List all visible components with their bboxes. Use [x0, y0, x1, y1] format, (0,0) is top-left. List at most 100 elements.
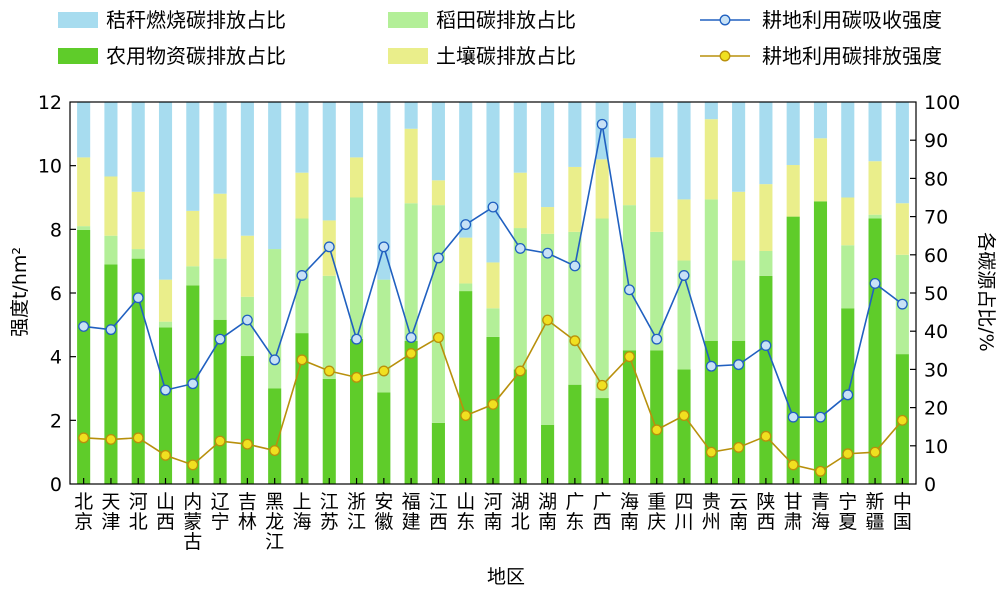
data-point [815, 411, 826, 423]
bar-segment [704, 199, 718, 341]
x-tick-label: 江苏 [320, 491, 339, 533]
bar-segment [77, 102, 91, 158]
legend-label: 耕地利用碳吸收强度 [762, 8, 942, 32]
bar-segment [677, 102, 691, 200]
bar-segment [186, 210, 200, 267]
bar-segment [568, 231, 582, 385]
data-point [842, 448, 854, 460]
bar-segment [759, 184, 773, 251]
y-axis-title-right: 各碳源占比/% [975, 232, 997, 351]
bar-segment [131, 102, 145, 192]
bar-segment [513, 369, 527, 484]
bar-segment [595, 159, 609, 219]
bar-segment [650, 102, 664, 158]
bar-segment [240, 235, 254, 297]
legend-marker [719, 14, 731, 26]
data-point [760, 340, 772, 351]
bar-segment [240, 102, 254, 236]
bar-segment [541, 424, 555, 484]
axes: 0 2 4 6 8 10 12 0 10 20 30 40 50 60 70 80 90 100 北京天津河北山西内… [38, 92, 960, 553]
data-point [351, 333, 362, 345]
legend-marker [719, 50, 731, 62]
x-tick-label: 内蒙古 [183, 491, 202, 553]
bar-segment [104, 176, 118, 236]
x-tick-label: 河南 [483, 491, 502, 533]
bar-segment [622, 350, 637, 484]
data-point [624, 284, 635, 296]
data-point [487, 201, 499, 213]
bar-segment [158, 327, 173, 484]
bar-segment [677, 199, 691, 261]
bar-segment [868, 102, 882, 162]
bar-group [77, 102, 909, 484]
data-point [678, 410, 690, 422]
bar-segment [568, 102, 582, 167]
y-tick-label-left: 10 [38, 156, 62, 178]
x-tick-label: 北京 [74, 491, 93, 533]
bar-segment [431, 205, 445, 423]
x-tick-label: 湖南 [538, 491, 557, 533]
bar-segment [240, 296, 254, 357]
x-tick-label: 重庆 [647, 491, 666, 533]
x-tick-label: 上海 [292, 491, 311, 533]
y-tick-label-right: 30 [924, 359, 948, 381]
y-tick-label-left: 4 [50, 347, 62, 369]
data-point [241, 314, 253, 326]
data-point [132, 432, 144, 444]
bar-segment [513, 102, 527, 173]
x-tick-label: 天津 [101, 491, 120, 533]
line-group [78, 118, 908, 477]
bar-segment [622, 138, 637, 206]
y-tick-label-right: 90 [924, 130, 948, 152]
data-point [542, 247, 554, 259]
bar-segment [322, 275, 336, 379]
data-point [596, 379, 608, 391]
y-axis-title-left: 强度t/hm² [9, 247, 31, 337]
bar-segment [732, 191, 746, 261]
y-tick-label-left: 2 [50, 410, 62, 432]
data-point [760, 430, 772, 442]
legend-label: 秸秆燃烧碳排放占比 [106, 8, 286, 32]
y-tick-label-right: 40 [924, 321, 948, 343]
bar-segment [486, 336, 500, 484]
bar-segment [77, 226, 91, 230]
data-point [460, 410, 472, 422]
data-point [351, 371, 362, 383]
y-tick-label-right: 100 [924, 92, 960, 114]
x-tick-label: 贵州 [702, 491, 721, 533]
bar-segment [349, 157, 364, 198]
bar-segment [541, 207, 555, 234]
bar-segment [568, 166, 582, 232]
data-point [269, 445, 281, 457]
data-point [105, 433, 117, 445]
bar-segment [322, 378, 336, 484]
bar-segment [650, 350, 664, 484]
data-point [296, 270, 308, 281]
data-point [487, 398, 499, 410]
y-tick-label-right: 80 [924, 168, 948, 190]
y-tick-label-left: 8 [50, 219, 62, 241]
bar-segment [568, 384, 582, 484]
x-tick-label: 云南 [729, 491, 748, 533]
data-point [569, 335, 581, 347]
data-point [705, 360, 717, 372]
bar-segment [268, 388, 282, 484]
data-point [787, 459, 799, 471]
bar-segment [759, 250, 773, 276]
data-point [896, 298, 908, 310]
data-point [651, 333, 663, 345]
data-point [78, 320, 90, 332]
data-point [651, 424, 663, 436]
data-point [214, 333, 226, 345]
bar-segment [759, 275, 773, 484]
data-point [378, 241, 390, 253]
data-point [815, 465, 826, 477]
bar-segment [349, 102, 364, 158]
x-tick-label: 新疆 [866, 491, 885, 533]
bar-segment [322, 102, 336, 221]
bar-segment [377, 392, 391, 484]
bar-segment [486, 102, 500, 263]
y-tick-label-right: 20 [924, 398, 948, 420]
legend-swatch [58, 48, 98, 64]
